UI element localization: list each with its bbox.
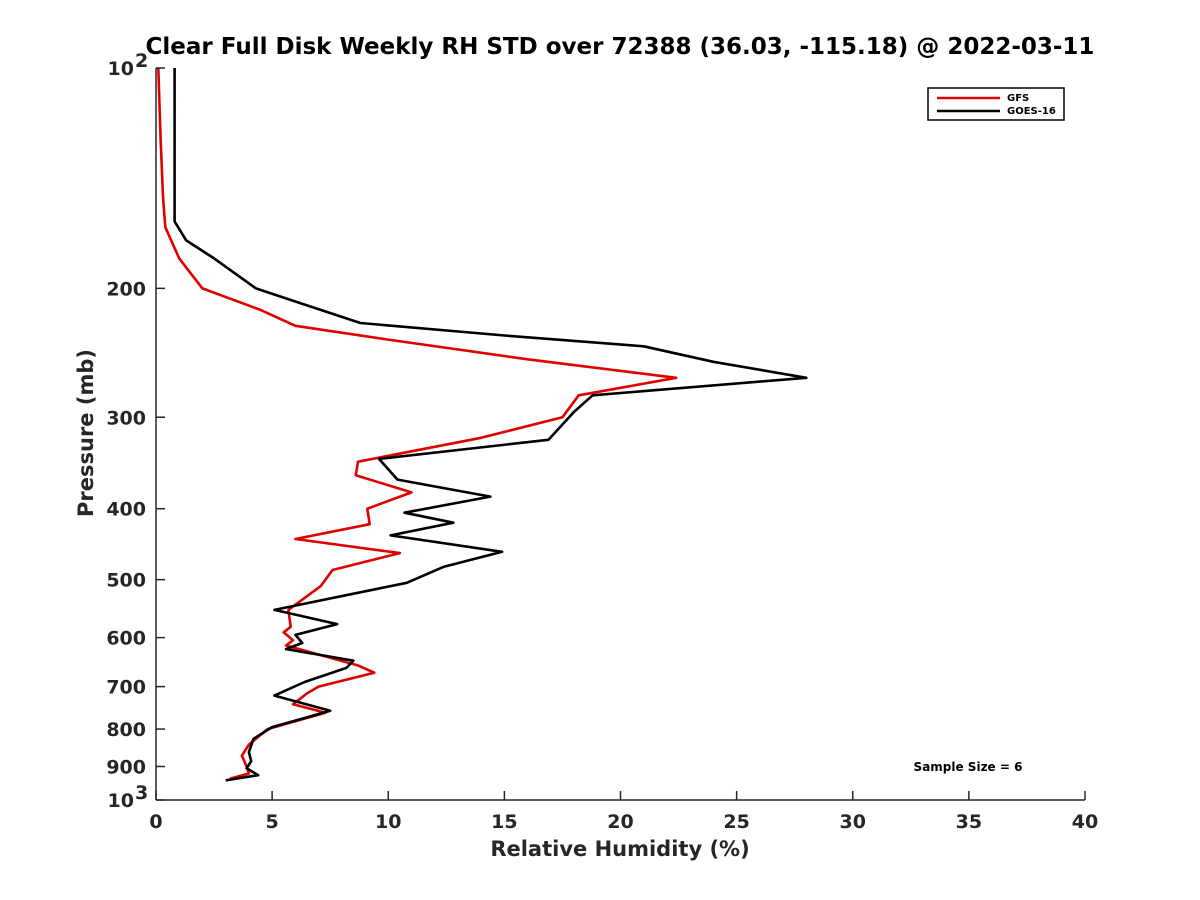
y-tick-label: 400 — [106, 499, 146, 521]
x-tick-label: 15 — [491, 811, 517, 833]
x-tick-label: 40 — [1072, 811, 1098, 833]
y-tick-label: 200 — [106, 278, 146, 300]
legend-label-gfs: GFS — [1007, 93, 1029, 104]
x-tick-label: 10 — [375, 811, 401, 833]
y-tick-label: 600 — [106, 628, 146, 650]
sample-size-annotation: Sample Size = 6 — [914, 760, 1023, 774]
legend-label-goes16: GOES-16 — [1007, 106, 1056, 117]
x-axis-label: Relative Humidity (%) — [490, 837, 749, 861]
series-line-gfs — [157, 67, 678, 780]
legend: GFS GOES-16 — [927, 87, 1065, 121]
chart-title: Clear Full Disk Weekly RH STD over 72388… — [146, 34, 1095, 60]
y-axis-label: Pressure (mb) — [74, 349, 98, 517]
series-line-goes16 — [173, 68, 808, 782]
y-tick-exponent: 3 — [135, 782, 148, 804]
x-tick-label: 20 — [607, 811, 633, 833]
y-tick-label: 800 — [106, 719, 146, 741]
x-tick-label: 25 — [723, 811, 749, 833]
y-tick-label: 700 — [106, 677, 146, 699]
x-tick-label: 30 — [840, 811, 866, 833]
legend-box — [927, 87, 1065, 121]
series-layer — [157, 67, 808, 782]
x-tick-label: 35 — [956, 811, 982, 833]
y-tick-label: 300 — [106, 407, 146, 429]
y-tick-label: 500 — [106, 570, 146, 592]
x-axis: 0 5 10 15 20 25 30 35 40 — [149, 791, 1098, 833]
y-tick-label: 10 — [108, 790, 134, 812]
x-tick-label: 0 — [149, 811, 162, 833]
y-tick-label: 900 — [106, 757, 146, 779]
x-tick-label: 5 — [266, 811, 279, 833]
y-tick-exponent: 2 — [135, 50, 148, 72]
y-tick-label: 10 — [108, 58, 134, 80]
